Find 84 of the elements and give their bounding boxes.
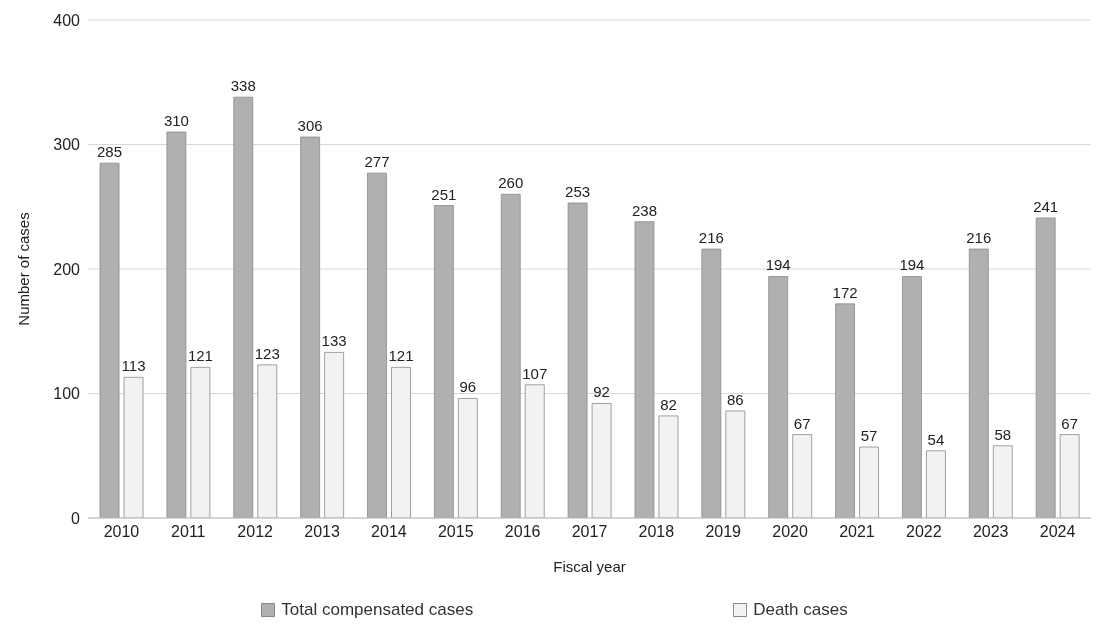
data-label: 121	[388, 347, 414, 365]
legend-label: Total compensated cases	[281, 600, 474, 620]
bar	[433, 205, 454, 518]
bar	[524, 384, 545, 518]
x-tick-label: 2023	[972, 523, 1009, 541]
data-label: 113	[121, 357, 146, 375]
data-label: 260	[498, 174, 524, 192]
data-label: 238	[631, 201, 657, 219]
bar	[658, 415, 679, 518]
x-axis-title: Fiscal year	[553, 558, 626, 575]
data-label: 133	[321, 332, 347, 350]
data-label: 251	[431, 185, 457, 203]
bar	[257, 364, 278, 518]
data-label: 121	[187, 347, 213, 365]
data-label: 82	[660, 395, 677, 413]
data-label: 194	[765, 256, 791, 274]
bar	[859, 446, 879, 518]
bar	[166, 131, 187, 518]
x-tick-label: 2019	[705, 523, 742, 541]
bar	[457, 398, 478, 518]
data-label: 194	[899, 256, 925, 274]
data-label: 67	[1061, 414, 1079, 432]
data-label: 57	[860, 427, 878, 445]
data-label: 306	[297, 117, 323, 135]
x-tick-label: 2012	[237, 523, 274, 541]
y-tick-label: 200	[53, 260, 81, 278]
x-tick-label: 2011	[171, 523, 206, 541]
x-tick-label: 2018	[638, 523, 675, 541]
data-label: 58	[994, 425, 1012, 443]
data-label: 285	[97, 143, 123, 161]
data-label: 54	[927, 430, 945, 448]
bar	[768, 276, 789, 518]
bar	[324, 352, 345, 518]
y-tick-label: 100	[53, 385, 81, 403]
bar	[926, 450, 946, 518]
x-tick-label: 2015	[437, 523, 474, 541]
x-tick-label: 2022	[906, 523, 942, 541]
data-label: 107	[522, 364, 548, 382]
bar	[99, 162, 120, 518]
y-axis-title: Number of cases	[15, 212, 33, 326]
bar	[1035, 217, 1056, 518]
bar	[968, 248, 989, 518]
bar	[591, 403, 612, 518]
bar	[123, 376, 144, 518]
data-label: 67	[793, 414, 811, 432]
data-label: 92	[593, 383, 610, 401]
data-label: 96	[459, 378, 477, 396]
x-tick-label: 2013	[304, 523, 340, 541]
data-label: 86	[726, 390, 744, 408]
bar	[367, 172, 387, 518]
bar	[701, 248, 722, 518]
data-label: 172	[832, 283, 858, 301]
y-tick-label: 400	[53, 11, 81, 29]
data-label: 338	[230, 77, 256, 95]
bar	[391, 366, 411, 518]
y-tick-label: 300	[53, 136, 81, 154]
legend-label: Death cases	[753, 600, 848, 620]
x-tick-label: 2017	[571, 523, 608, 541]
bar	[300, 136, 321, 518]
bar	[190, 366, 211, 518]
x-tick-label: 2014	[371, 523, 407, 541]
x-tick-label: 2021	[839, 523, 875, 541]
bar	[835, 303, 855, 518]
bar	[792, 434, 813, 518]
bar	[634, 221, 655, 518]
data-label: 253	[565, 183, 591, 201]
data-label: 277	[364, 153, 390, 171]
data-label: 310	[163, 112, 189, 130]
x-tick-label: 2016	[504, 523, 541, 541]
x-tick-label: 2010	[103, 523, 140, 541]
x-tick-label: 2024	[1039, 523, 1076, 541]
data-label: 123	[254, 344, 280, 362]
data-label: 216	[966, 229, 992, 247]
y-tick-label: 0	[71, 509, 81, 527]
bar	[567, 202, 588, 518]
bar	[1059, 434, 1080, 518]
bar	[725, 410, 746, 518]
bar	[992, 445, 1013, 518]
bar	[902, 276, 922, 518]
x-tick-label: 2020	[772, 523, 808, 541]
data-label: 241	[1033, 197, 1059, 215]
bar	[500, 193, 521, 518]
bar	[233, 96, 254, 518]
data-label: 216	[698, 229, 724, 247]
